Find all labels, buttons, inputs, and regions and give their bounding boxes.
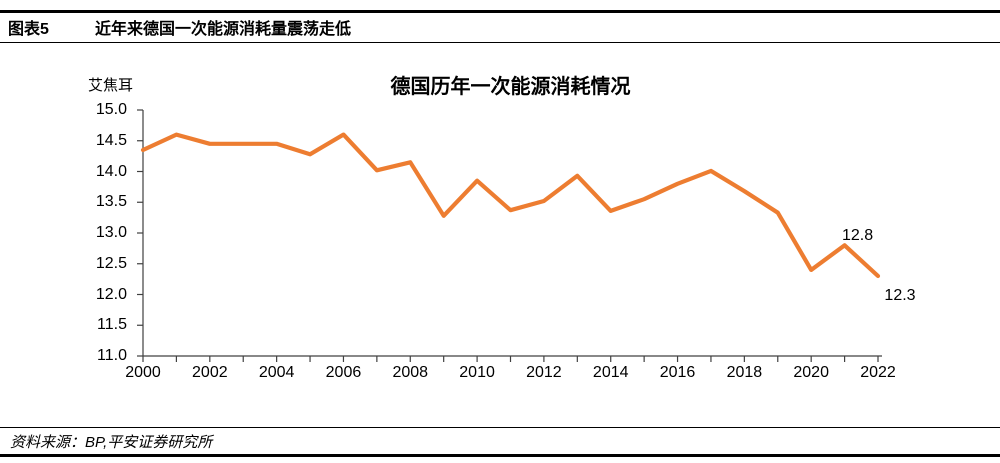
x-tick-label: 2018 [726, 364, 763, 381]
y-tick-label: 14.0 [95, 162, 127, 180]
y-tick-label: 14.5 [95, 131, 127, 149]
top-rule [0, 10, 1000, 13]
x-tick-label: 2002 [192, 364, 228, 381]
x-tick-label: 2020 [793, 364, 829, 381]
y-tick-label: 15.0 [95, 101, 127, 118]
x-tick-label: 2012 [526, 364, 562, 381]
x-tick-label: 2004 [258, 364, 295, 381]
y-tick-label: 11.5 [97, 316, 127, 334]
x-tick-label: 2010 [459, 364, 495, 381]
y-tick-label: 13.0 [95, 224, 127, 241]
y-tick-label: 12.0 [95, 285, 127, 303]
data-label-2022: 12.3 [884, 287, 916, 305]
y-tick-label: 12.5 [95, 254, 127, 272]
bottom-rule [0, 454, 1000, 457]
x-tick-label: 2000 [125, 364, 161, 381]
footer-divider-rule [0, 427, 1000, 428]
x-tick-label: 2006 [325, 364, 362, 381]
y-axis-unit-label: 艾焦耳 [88, 77, 134, 94]
source-note: 资料来源：BP,平安证券研究所 [10, 434, 213, 451]
x-tick-label: 2022 [860, 364, 896, 381]
chart-title: 德国历年一次能源消耗情况 [390, 76, 631, 98]
energy-consumption-line [140, 132, 881, 279]
figure-number: 图表5 [8, 21, 49, 38]
x-tick-label: 2014 [592, 364, 629, 381]
x-tick-label: 2008 [392, 364, 429, 381]
data-label-2021: 12.8 [842, 227, 874, 245]
figure-title: 近年来德国一次能源消耗量震荡走低 [95, 21, 352, 38]
x-tick-label: 2016 [659, 364, 696, 381]
y-tick-label: 13.5 [95, 193, 127, 211]
header-divider-rule [0, 42, 1000, 43]
y-tick-label: 11.0 [97, 347, 127, 364]
